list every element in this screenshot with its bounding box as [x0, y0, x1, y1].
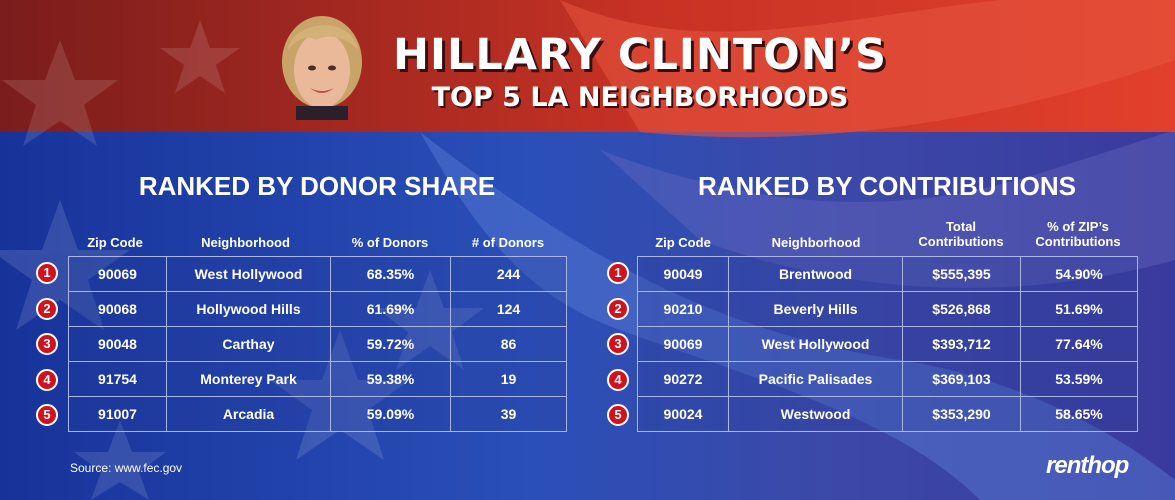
neighborhood-cell: Carthay — [166, 326, 331, 362]
total-cell: $393,712 — [902, 326, 1021, 362]
zip-cell: 91007 — [68, 396, 167, 432]
zip-cell: 91754 — [68, 361, 167, 397]
pct-cell: 61.69% — [330, 291, 451, 327]
total-cell: $526,868 — [902, 291, 1021, 327]
rank-badge: 1 — [607, 262, 629, 284]
pct-cell: 58.65% — [1020, 396, 1138, 432]
right-table: 90049 Brentwood $555,395 54.90% 90210 Be… — [637, 256, 1138, 432]
neighborhood-cell: Hollywood Hills — [166, 291, 331, 327]
zip-cell: 90069 — [637, 326, 729, 362]
neighborhood-cell: Beverly Hills — [728, 291, 903, 327]
right-header-zip-pct: % of ZIP’s Contributions — [1035, 219, 1121, 249]
zip-cell: 90049 — [637, 256, 729, 292]
neighborhood-cell: Pacific Palisades — [728, 361, 903, 397]
left-header-num-donors: # of Donors — [471, 235, 545, 250]
zip-cell: 90024 — [637, 396, 729, 432]
count-cell: 244 — [450, 256, 567, 292]
neighborhood-cell: Monterey Park — [166, 361, 331, 397]
total-cell: $353,290 — [902, 396, 1021, 432]
neighborhood-cell: Westwood — [728, 396, 903, 432]
neighborhood-cell: Arcadia — [166, 396, 331, 432]
table-row: 90024 Westwood $353,290 58.65% — [637, 396, 1138, 432]
table-row: 90049 Brentwood $555,395 54.90% — [637, 256, 1138, 292]
table-row: 90069 West Hollywood $393,712 77.64% — [637, 326, 1138, 362]
left-panel-title: RANKED BY DONOR SHARE — [138, 171, 496, 201]
count-cell: 39 — [450, 396, 567, 432]
pct-cell: 59.38% — [330, 361, 451, 397]
left-header-neighborhood: Neighborhood — [201, 235, 290, 250]
table-row: 90210 Beverly Hills $526,868 51.69% — [637, 291, 1138, 327]
pct-cell: 51.69% — [1020, 291, 1138, 327]
left-header-pct-donors: % of Donors — [351, 235, 429, 250]
zip-cell: 90210 — [637, 291, 729, 327]
pct-cell: 77.64% — [1020, 326, 1138, 362]
zip-cell: 90068 — [68, 291, 167, 327]
table-row: 90048 Carthay 59.72% 86 — [68, 326, 567, 362]
left-table: 90069 West Hollywood 68.35% 244 90068 Ho… — [68, 256, 567, 432]
pct-cell: 59.09% — [330, 396, 451, 432]
total-cell: $555,395 — [902, 256, 1021, 292]
rank-badge: 5 — [36, 404, 58, 426]
right-header-total: Total Contributions — [918, 219, 1004, 249]
neighborhood-cell: West Hollywood — [728, 326, 903, 362]
count-cell: 86 — [450, 326, 567, 362]
rank-badge: 4 — [36, 369, 58, 391]
rank-badge: 2 — [607, 298, 629, 320]
right-panel-title: RANKED BY CONTRIBUTIONS — [698, 171, 1076, 201]
count-cell: 124 — [450, 291, 567, 327]
neighborhood-cell: Brentwood — [728, 256, 903, 292]
pct-cell: 54.90% — [1020, 256, 1138, 292]
left-header-zip: Zip Code — [87, 235, 143, 250]
rank-badge: 3 — [36, 333, 58, 355]
table-row: 91754 Monterey Park 59.38% 19 — [68, 361, 567, 397]
table-row: 91007 Arcadia 59.09% 39 — [68, 396, 567, 432]
page-subtitle: TOP 5 LA NEIGHBORHOODS — [431, 82, 849, 113]
renthop-logo: renthop — [1046, 452, 1129, 479]
pct-cell: 68.35% — [330, 256, 451, 292]
pct-cell: 53.59% — [1020, 361, 1138, 397]
table-row: 90272 Pacific Palisades $369,103 53.59% — [637, 361, 1138, 397]
source-note: Source: www.fec.gov — [70, 461, 183, 475]
page-title: HILLARY CLINTON’S — [392, 30, 888, 80]
table-row: 90068 Hollywood Hills 61.69% 124 — [68, 291, 567, 327]
neighborhood-cell: West Hollywood — [166, 256, 331, 292]
pct-cell: 59.72% — [330, 326, 451, 362]
zip-cell: 90048 — [68, 326, 167, 362]
rank-badge: 4 — [607, 369, 629, 391]
count-cell: 19 — [450, 361, 567, 397]
total-cell: $369,103 — [902, 361, 1021, 397]
rank-badge: 5 — [607, 404, 629, 426]
right-header-zip: Zip Code — [655, 235, 711, 250]
table-row: 90069 West Hollywood 68.35% 244 — [68, 256, 567, 292]
zip-cell: 90272 — [637, 361, 729, 397]
zip-cell: 90069 — [68, 256, 167, 292]
right-header-neighborhood: Neighborhood — [771, 235, 861, 250]
rank-badge: 2 — [36, 298, 58, 320]
rank-badge: 1 — [36, 262, 58, 284]
rank-badge: 3 — [607, 333, 629, 355]
portrait-image — [282, 16, 362, 120]
